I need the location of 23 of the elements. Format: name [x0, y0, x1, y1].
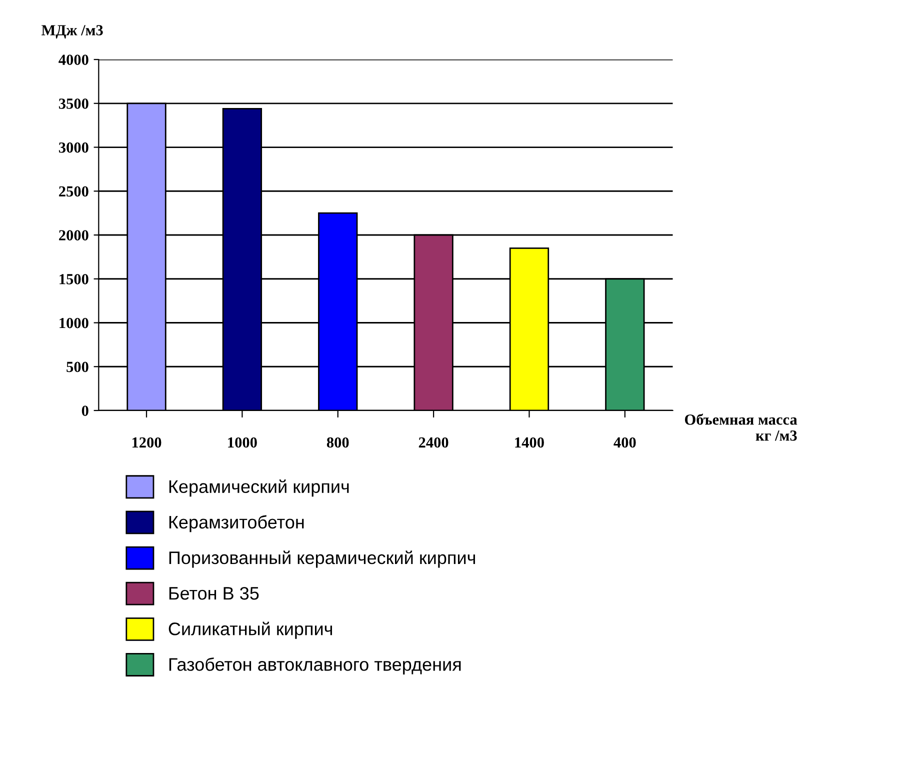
x-tick-label: 400: [614, 437, 636, 448]
y-tick-label: 3500: [58, 98, 88, 109]
y-tick-label: 0: [82, 406, 88, 416]
x-tick-label: 2400: [418, 437, 448, 448]
y-tick-label: 2000: [59, 230, 88, 240]
legend-label: Силикатный кирпич: [168, 622, 332, 639]
y-tick-label: 4000: [58, 54, 88, 65]
y-tick-label: 1500: [60, 274, 88, 284]
y-tick-label: 3000: [58, 142, 88, 153]
legend-label: Керамический кирпич: [169, 479, 349, 497]
legend-label: Керамзитобетон: [169, 515, 304, 532]
x-tick-label: 1400: [515, 437, 544, 448]
legend-label: Бетон В 35: [169, 586, 259, 600]
y-axis-title: МДж /м3: [42, 25, 103, 38]
x-tick-label: 1200: [132, 437, 162, 448]
x-tick-label: 1000: [228, 437, 257, 448]
legend-label: Газобетон автоклавного твердения: [169, 657, 461, 674]
legend-label: Поризованный керамический кирпич: [169, 550, 475, 568]
y-tick-label: 2500: [59, 186, 88, 197]
x-tick-label: 800: [326, 437, 349, 448]
y-tick-label: 500: [66, 362, 88, 372]
x-axis-title: Объемная масса кг /м3: [684, 414, 798, 441]
y-tick-label: 1000: [60, 318, 88, 328]
